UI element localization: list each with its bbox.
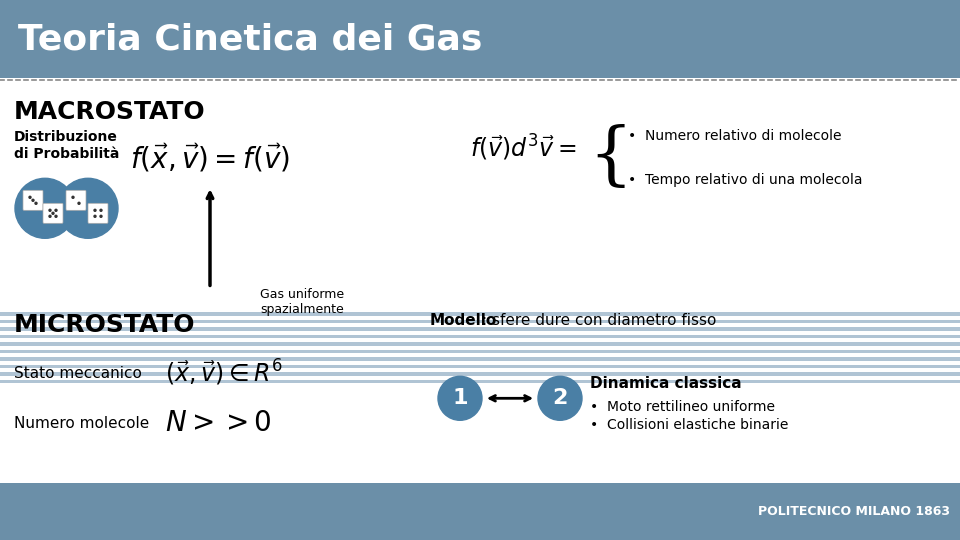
Circle shape (438, 376, 482, 420)
FancyBboxPatch shape (0, 364, 960, 368)
Text: $f(\vec{x},\vec{v}) = f(\vec{v})$: $f(\vec{x},\vec{v}) = f(\vec{v})$ (130, 142, 290, 174)
FancyBboxPatch shape (0, 312, 960, 316)
Circle shape (94, 215, 96, 217)
Text: {: { (588, 125, 632, 192)
Circle shape (55, 215, 57, 217)
Text: : sfere dure con diametro fisso: : sfere dure con diametro fisso (482, 313, 716, 328)
Text: $(\vec{x},\vec{v}) \in R^6$: $(\vec{x},\vec{v}) \in R^6$ (165, 358, 283, 388)
Circle shape (72, 197, 74, 198)
FancyBboxPatch shape (0, 357, 960, 361)
Text: •  Moto rettilineo uniforme: • Moto rettilineo uniforme (590, 400, 775, 414)
Text: Distribuzione
di Probabilità: Distribuzione di Probabilità (14, 130, 119, 160)
Circle shape (78, 202, 80, 204)
Circle shape (52, 212, 54, 214)
Circle shape (55, 210, 57, 211)
Text: •  Collisioni elastiche binarie: • Collisioni elastiche binarie (590, 418, 788, 433)
Circle shape (15, 178, 75, 238)
Circle shape (29, 197, 31, 198)
Text: Numero molecole: Numero molecole (14, 416, 149, 431)
Text: MICROSTATO: MICROSTATO (14, 313, 196, 338)
FancyBboxPatch shape (66, 190, 86, 210)
Circle shape (35, 202, 37, 204)
FancyBboxPatch shape (23, 190, 43, 210)
FancyBboxPatch shape (0, 320, 960, 323)
Circle shape (32, 199, 34, 201)
FancyBboxPatch shape (0, 335, 960, 338)
FancyBboxPatch shape (0, 327, 960, 331)
FancyBboxPatch shape (88, 203, 108, 224)
Text: •  Numero relativo di molecole: • Numero relativo di molecole (628, 129, 842, 143)
Circle shape (58, 178, 118, 238)
Text: Modello: Modello (430, 313, 497, 328)
Circle shape (49, 215, 51, 217)
Text: Teoria Cinetica dei Gas: Teoria Cinetica dei Gas (18, 22, 482, 56)
FancyBboxPatch shape (0, 372, 960, 376)
FancyBboxPatch shape (43, 203, 63, 224)
Text: POLITECNICO MILANO 1863: POLITECNICO MILANO 1863 (758, 505, 950, 518)
FancyBboxPatch shape (0, 483, 960, 540)
Circle shape (100, 210, 102, 211)
FancyBboxPatch shape (0, 349, 960, 353)
Text: •  Tempo relativo di una molecola: • Tempo relativo di una molecola (628, 173, 862, 187)
Text: MACROSTATO: MACROSTATO (14, 100, 205, 124)
Circle shape (94, 210, 96, 211)
Text: Gas uniforme
spazialmente: Gas uniforme spazialmente (260, 288, 344, 316)
Text: $N >> 0$: $N >> 0$ (165, 410, 272, 437)
Circle shape (49, 210, 51, 211)
FancyBboxPatch shape (0, 0, 960, 78)
FancyBboxPatch shape (0, 78, 960, 483)
Text: 1: 1 (452, 388, 468, 408)
Text: Stato meccanico: Stato meccanico (14, 366, 142, 381)
FancyBboxPatch shape (0, 380, 960, 383)
Circle shape (538, 376, 582, 420)
Circle shape (100, 215, 102, 217)
Text: $f(\vec{v})d^3\vec{v} =$: $f(\vec{v})d^3\vec{v} =$ (470, 133, 577, 164)
Text: Dinamica classica: Dinamica classica (590, 376, 742, 391)
Text: 2: 2 (552, 388, 567, 408)
FancyBboxPatch shape (0, 342, 960, 346)
